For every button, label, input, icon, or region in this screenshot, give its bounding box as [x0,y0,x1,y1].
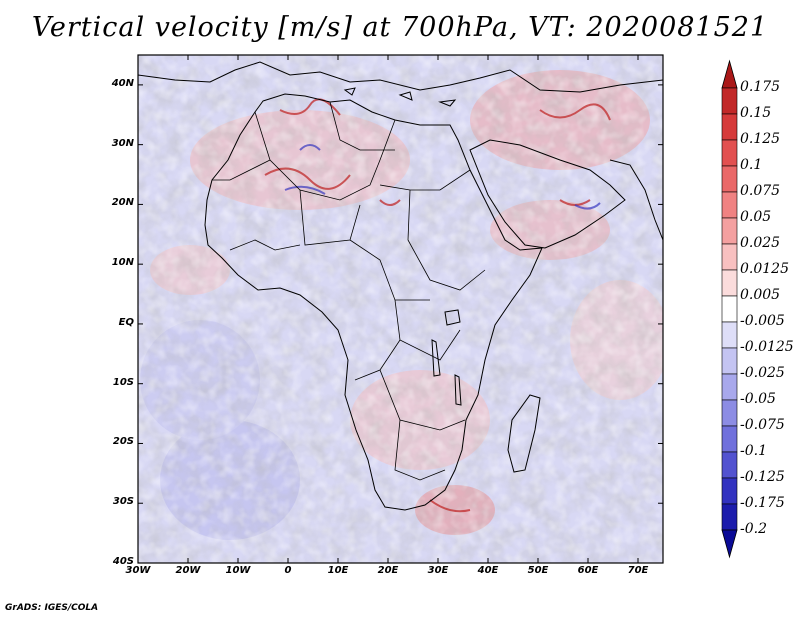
colorbar-segment [721,321,738,349]
madagascar-coastline [507,394,541,473]
colorbar-segment [721,503,738,531]
lat-tick-label: 10S [112,376,134,388]
lat-tick-label: 30N [111,137,134,149]
arabia-coastline [469,139,626,249]
colorbar-min-arrow [721,529,738,559]
lon-tick-label: 60E [577,565,599,576]
colorbar-level-label: 0.1 [740,157,763,173]
colorbar-level-label: -0.1 [740,443,767,459]
africa-coastline [204,93,543,511]
lon-tick-label: 10W [225,565,251,576]
colorbar [721,59,738,559]
colorbar-level-label: -0.075 [740,417,785,433]
lat-tick-label: 20S [112,436,134,448]
colorbar-segment [721,113,738,141]
lake-tanganyika [431,339,441,377]
lon-tick-label: 70E [627,565,649,576]
colorbar-level-label: -0.0125 [740,339,794,355]
grads-credit: GrADS: IGES/COLA [5,603,99,613]
lon-tick-label: 20E [377,565,399,576]
colorbar-segment [721,425,738,453]
lake-malawi [454,374,462,406]
blue-filament [574,202,601,210]
colorbar-level-label: -0.125 [740,469,785,485]
lat-tick-label: 10N [111,257,134,269]
red-filament [379,199,401,206]
colorbar-level-label: 0.025 [740,235,781,251]
lon-tick-label: 20W [175,565,201,576]
field-noise-white [138,55,663,563]
lat-tick-label: 30S [112,496,134,508]
colorbar-level-label: -0.025 [740,365,785,381]
colorbar-level-label: -0.175 [740,495,785,511]
lat-tick-label: 40S [112,556,134,567]
colorbar-segment [721,373,738,401]
colorbar-level-label: 0.05 [740,209,772,225]
colorbar-segment [721,165,738,193]
red-filament [539,103,611,121]
lon-tick-label: 30W [125,565,151,576]
asia-coastline [609,159,663,241]
blue-filament [299,144,321,151]
colorbar-level-label: 0.005 [740,287,781,303]
lat-tick-label: 20N [111,197,134,209]
colorbar-segment [721,295,738,323]
mediterranean-islands [343,87,457,107]
colorbar-level-label: 0.125 [740,131,781,147]
velocity-field [138,55,663,563]
coastlines [138,61,663,511]
map-title: Vertical velocity [m/s] at 700hPa, VT: 2… [31,12,769,43]
lon-tick-label: 10E [327,565,349,576]
red-filament [429,499,471,513]
colorbar-segment [721,269,738,297]
lon-tick-label: 30E [427,565,449,576]
colorbar-segment [721,347,738,375]
colorbar-segment [721,217,738,245]
colorbar-segment [721,139,738,167]
colorbar-level-label: 0.075 [740,183,781,199]
colorbar-segment [721,243,738,271]
colorbar-segment [721,399,738,427]
lon-tick-label: 0 [284,565,292,576]
colorbar-segment [721,477,738,505]
axis-ticks [137,55,663,564]
europe-coastline [138,61,663,93]
colorbar-level-label: -0.05 [740,391,776,407]
lon-tick-label: 40E [477,565,499,576]
colorbar-level-label: 0.175 [740,79,781,95]
blue-filament [284,185,326,195]
colorbar-max-arrow [721,59,738,89]
lat-tick-label: 40N [111,77,134,89]
lat-tick-label: EQ [118,316,134,328]
country-borders [212,101,486,481]
colorbar-level-label: -0.005 [740,313,785,329]
plot-frame [137,54,664,564]
lon-tick-label: 50E [527,565,549,576]
colorbar-segment [721,451,738,479]
colorbar-segment [721,191,738,219]
colorbar-level-label: 0.0125 [740,261,789,277]
colorbar-level-label: 0.15 [740,105,772,121]
lake-victoria [444,309,461,326]
red-filament [279,98,341,116]
colorbar-segment [721,87,738,115]
colorbar-level-label: -0.2 [740,521,767,537]
